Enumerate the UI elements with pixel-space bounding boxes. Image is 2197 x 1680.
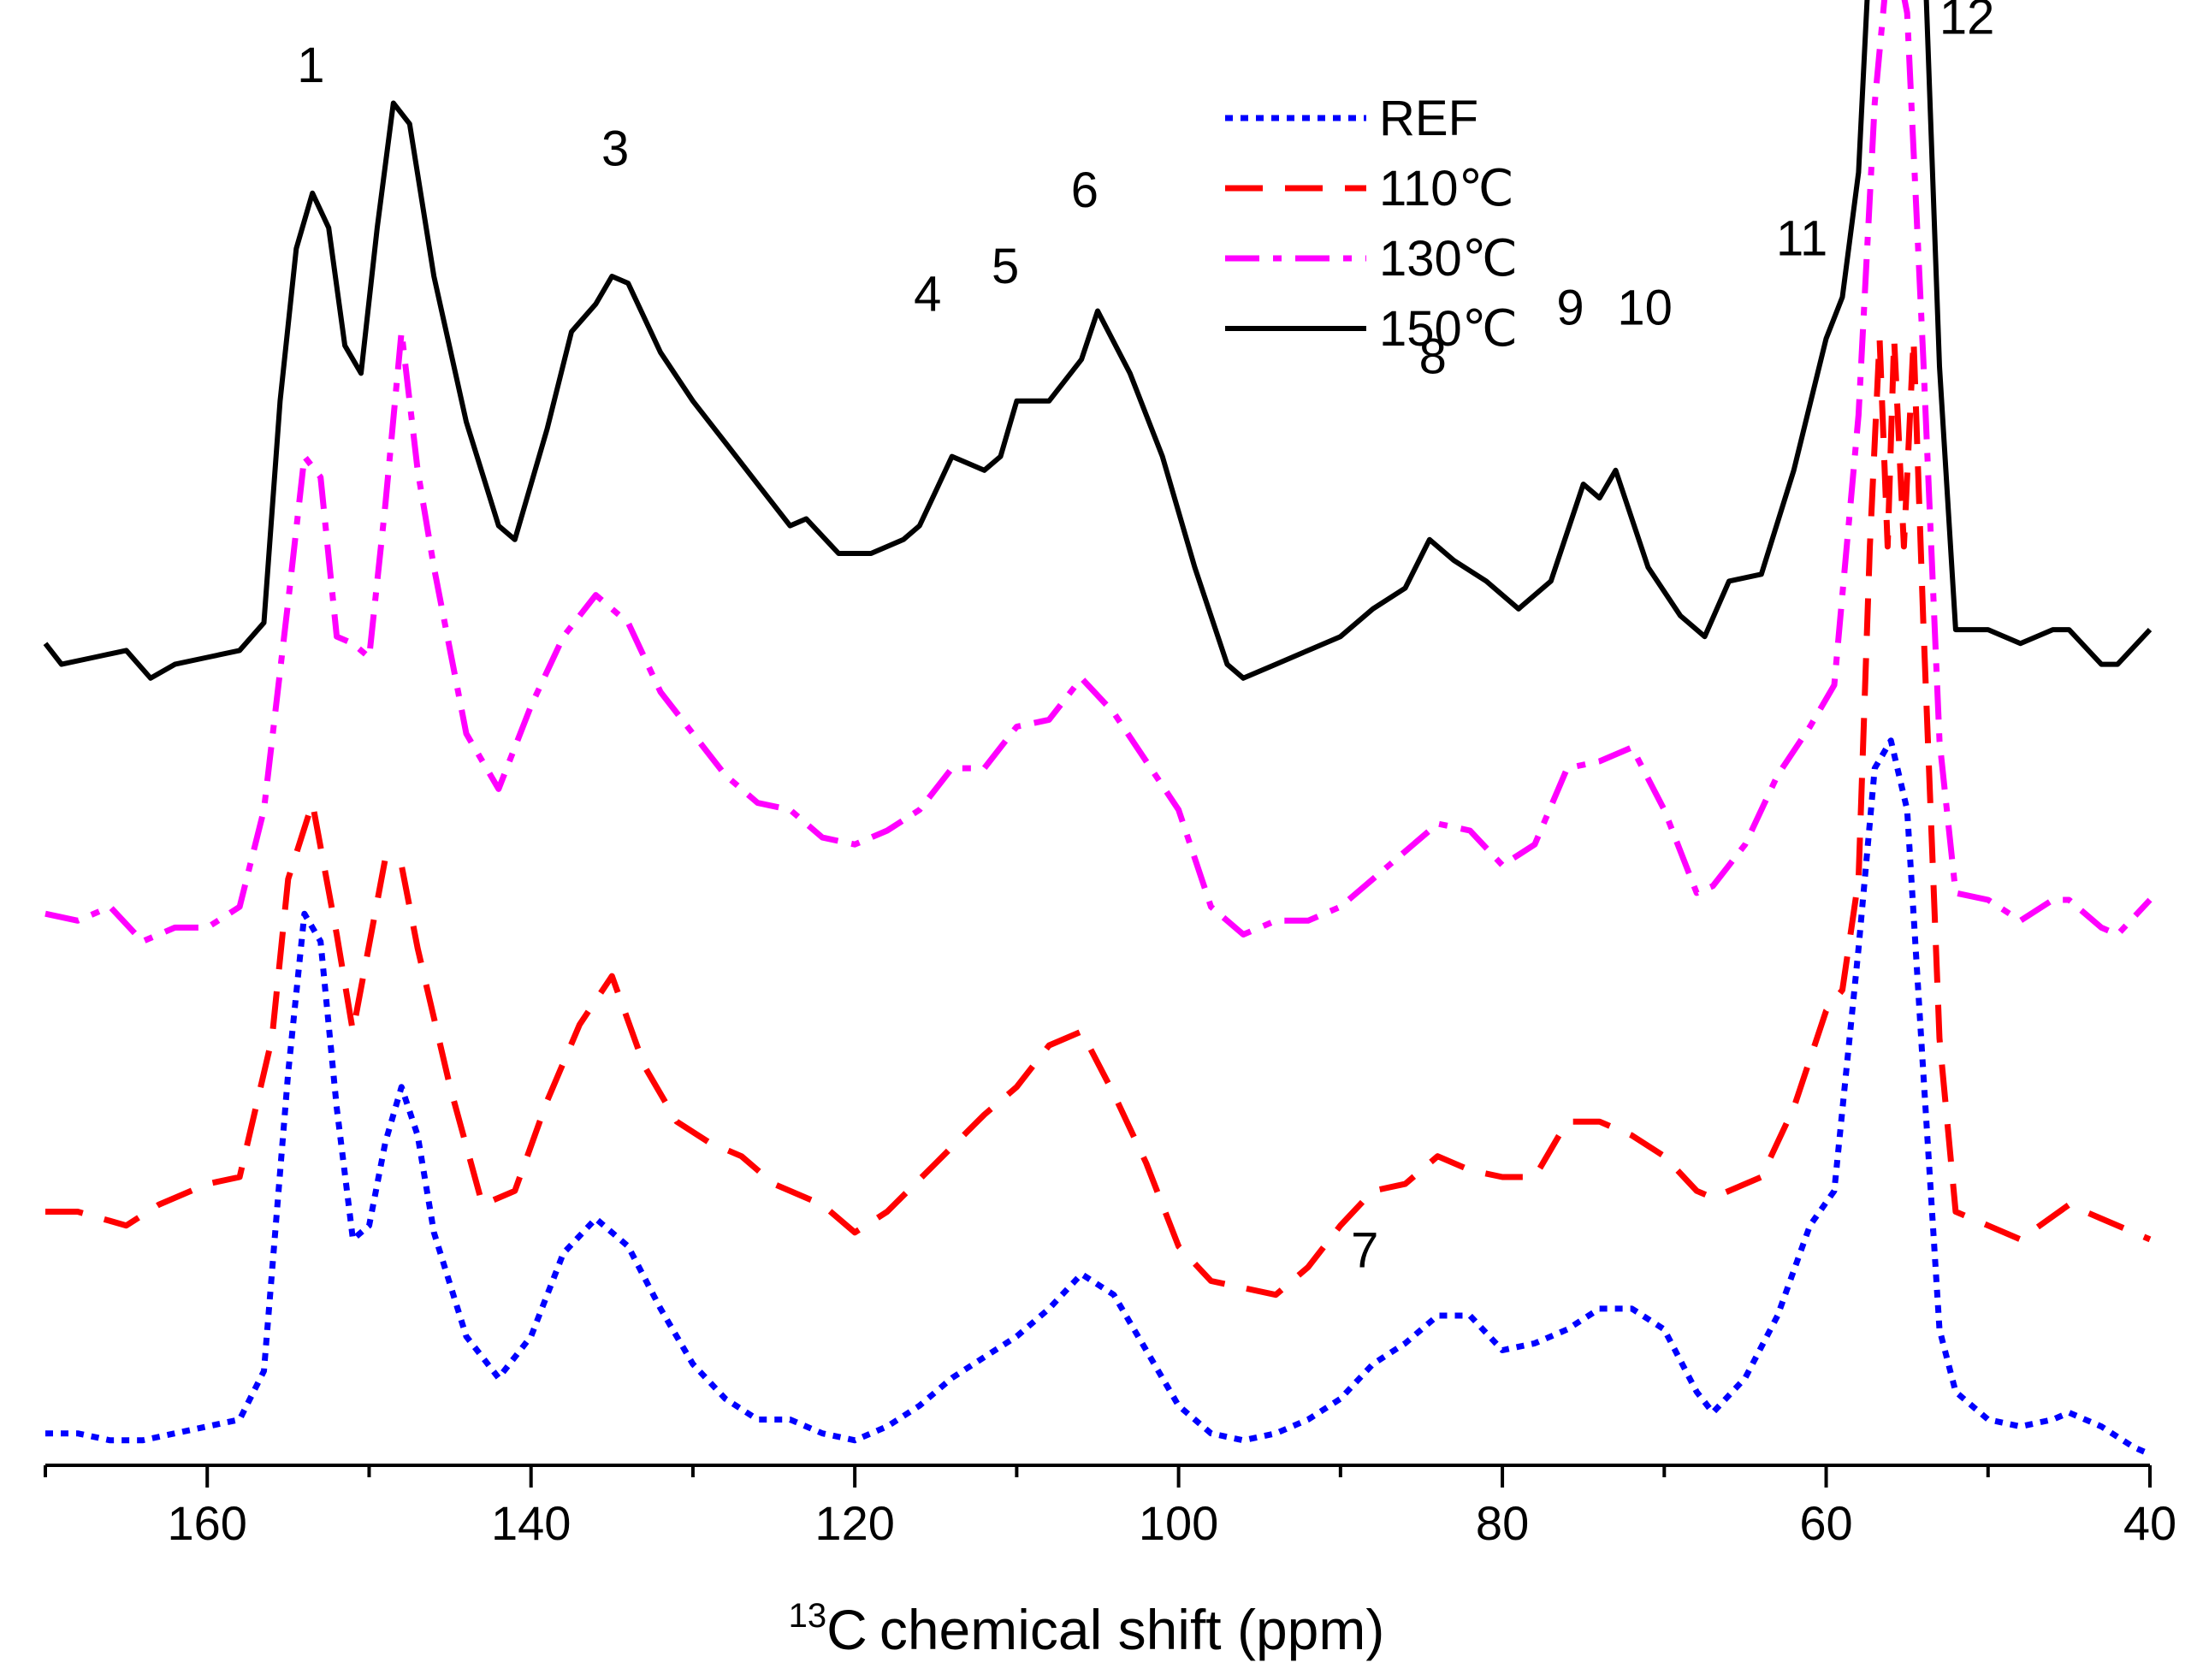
- peak-label-3: 3: [601, 121, 629, 176]
- x-axis-title: 13C chemical shift (ppm): [789, 1597, 1385, 1661]
- peak-label-10: 10: [1617, 281, 1673, 336]
- peak-label-4: 4: [914, 267, 941, 322]
- peak-label-9: 9: [1556, 281, 1584, 336]
- x-tick-label: 100: [1139, 1496, 1218, 1550]
- legend-label: 150℃: [1379, 301, 1518, 357]
- legend: REF 110℃ 130℃ 150℃: [1225, 91, 1518, 357]
- peak-labels: 123456789101112: [297, 0, 1994, 1278]
- x-axis-title-superscript: 13: [789, 1597, 827, 1635]
- peak-label-12: 12: [1939, 0, 1995, 45]
- x-tick-label: 80: [1476, 1496, 1529, 1550]
- x-tick-label: 160: [168, 1496, 247, 1550]
- series-line-ref: [45, 737, 2152, 1458]
- x-tick-label: 140: [491, 1496, 571, 1550]
- legend-label: 130℃: [1379, 231, 1518, 287]
- legend-label: 110℃: [1379, 161, 1514, 216]
- peak-label-8: 8: [1419, 328, 1447, 384]
- x-axis-title-text: chemical shift (ppm): [879, 1598, 1385, 1661]
- peak-label-6: 6: [1071, 163, 1098, 218]
- x-axis: 160 140 120 100 80 60 40: [44, 1464, 2176, 1550]
- peak-label-11: 11: [1776, 211, 1827, 267]
- series-layer: [43, 0, 2153, 1458]
- x-tick-label: 40: [2123, 1496, 2176, 1550]
- peak-label-7: 7: [1351, 1222, 1378, 1278]
- peak-label-5: 5: [992, 239, 1019, 294]
- series-line-150: [43, 0, 2153, 681]
- series-line-110: [45, 335, 2152, 1298]
- x-tick-label: 120: [814, 1496, 894, 1550]
- x-axis-title-nucleus: C: [826, 1598, 868, 1661]
- peak-label-1: 1: [297, 38, 324, 93]
- legend-label: REF: [1379, 91, 1478, 146]
- series-line-130: [44, 0, 2153, 945]
- x-tick-label: 60: [1799, 1496, 1852, 1550]
